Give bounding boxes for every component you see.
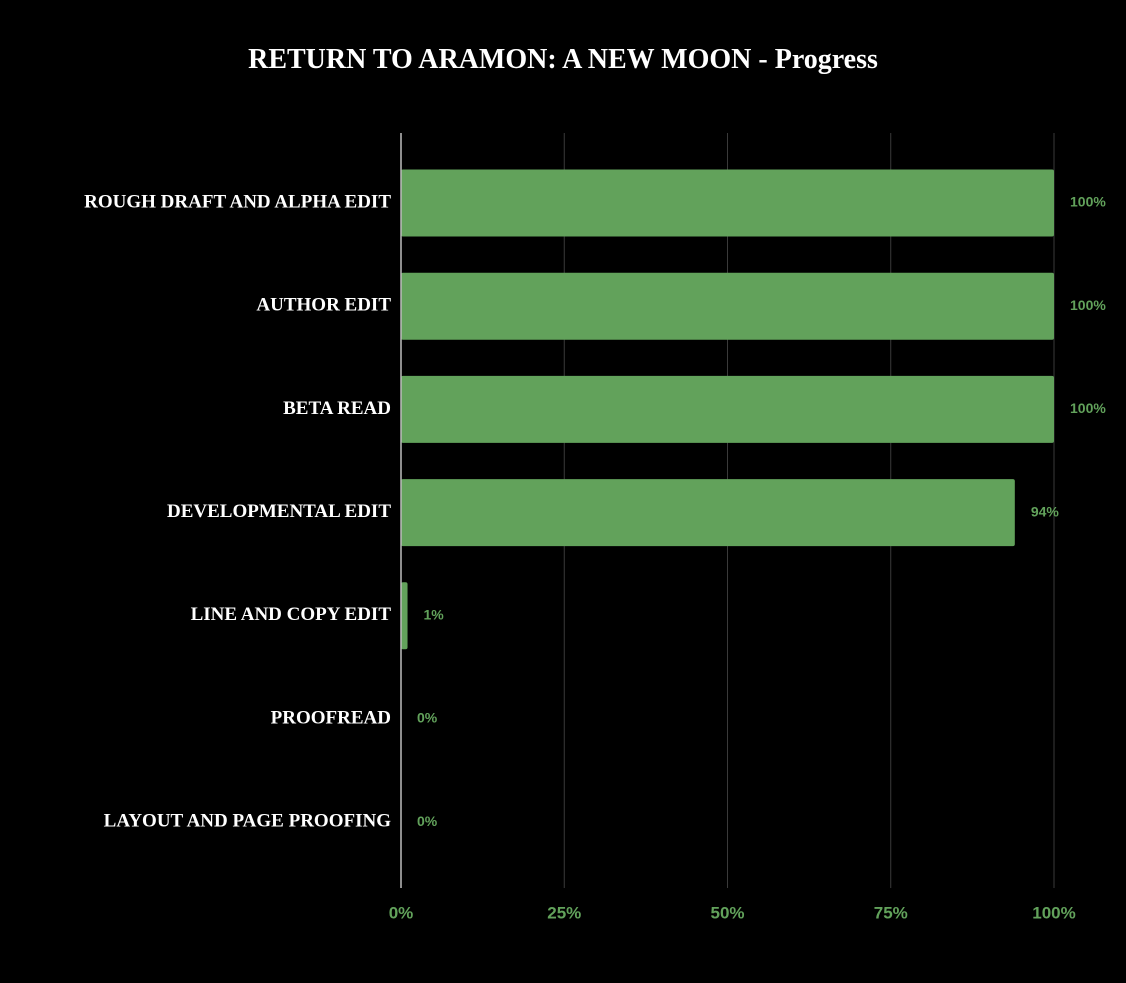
- x-tick-label: 0%: [389, 903, 414, 922]
- bar: [401, 479, 1015, 547]
- category-label: DEVELOPMENTAL EDIT: [167, 501, 391, 522]
- x-tick-label: 75%: [874, 903, 908, 922]
- x-tick-labels: 0% 25% 50% 75% 100%: [389, 903, 1076, 922]
- data-label: 100%: [1070, 194, 1106, 210]
- x-tick-label: 50%: [710, 903, 744, 922]
- data-labels: 100% 100% 100% 94% 1% 0% 0%: [417, 194, 1106, 829]
- category-label: LINE AND COPY EDIT: [191, 604, 392, 625]
- data-label: 1%: [424, 607, 445, 623]
- category-labels: ROUGH DRAFT AND ALPHA EDIT AUTHOR EDIT BET…: [84, 191, 391, 831]
- category-label: BETA READ: [283, 398, 391, 419]
- chart-title: RETURN TO ARAMON: A NEW MOON - Progress: [248, 44, 878, 75]
- data-label: 0%: [417, 710, 438, 726]
- category-label: ROUGH DRAFT AND ALPHA EDIT: [84, 191, 391, 212]
- category-label: AUTHOR EDIT: [256, 295, 391, 316]
- bars: [401, 169, 1054, 650]
- bar: [401, 169, 1054, 237]
- data-label: 100%: [1070, 297, 1106, 313]
- category-label: PROOFREAD: [271, 707, 391, 728]
- category-label: LAYOUT AND PAGE PROOFING: [104, 811, 392, 832]
- data-label: 0%: [417, 813, 438, 829]
- bar: [401, 272, 1054, 340]
- bar: [401, 375, 1054, 443]
- data-label: 94%: [1031, 503, 1060, 519]
- data-label: 100%: [1070, 400, 1106, 416]
- x-tick-label: 25%: [547, 903, 581, 922]
- bar: [401, 582, 408, 650]
- x-tick-label: 100%: [1032, 903, 1075, 922]
